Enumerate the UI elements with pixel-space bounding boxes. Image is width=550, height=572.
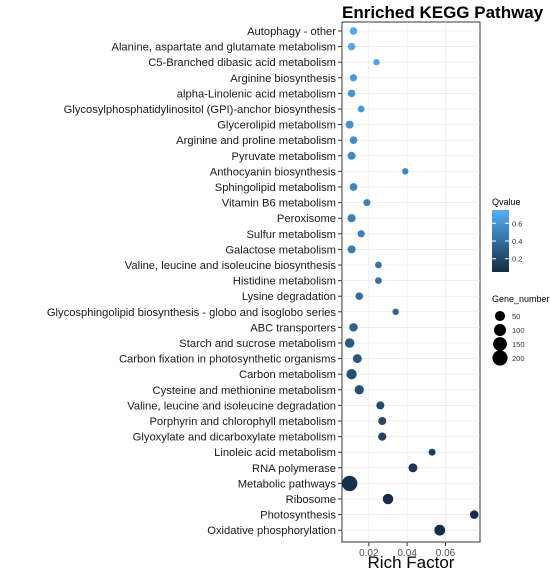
- pathway-point: [392, 308, 399, 316]
- y-axis-labels: Autophagy - other Alanine, aspartate and …: [47, 26, 337, 537]
- pathway-point: [357, 105, 365, 113]
- pathway-point: [349, 323, 358, 332]
- pathway-label: Arginine biosynthesis: [230, 73, 336, 85]
- pathway-label: Anthocyanin biosynthesis: [210, 166, 337, 178]
- qvalue-tick-label: 0.6: [512, 219, 522, 228]
- gene-number-keys: 50 100 150 200: [492, 310, 525, 366]
- pathway-point: [345, 120, 354, 129]
- x-tick-label: 0.02: [359, 548, 379, 559]
- gene-number-legend-title: Gene_number: [492, 294, 550, 304]
- x-axis-ticks: 0.02 0.04 0.06: [359, 542, 456, 559]
- pathway-label: Photosynthesis: [260, 510, 336, 522]
- pathway-point: [428, 448, 436, 456]
- pathway-point: [349, 136, 358, 145]
- gene-number-key-dot: [493, 323, 507, 337]
- chart-title: Enriched KEGG Pathway: [342, 3, 544, 22]
- pathway-label: Linoleic acid metabolism: [214, 447, 336, 459]
- pathway-label: Metabolic pathways: [238, 478, 337, 490]
- x-tick-label: 0.04: [397, 548, 417, 559]
- pathway-point: [378, 432, 387, 441]
- pathway-point: [347, 214, 356, 223]
- gene-number-key-label: 200: [512, 354, 525, 363]
- x-tick-label: 0.06: [436, 548, 456, 559]
- gene-number-key-label: 100: [512, 326, 525, 335]
- pathway-label: Carbon metabolism: [239, 369, 336, 381]
- qvalue-tick-label: 0.2: [512, 255, 522, 264]
- gene-number-legend: Gene_number 50 100 150 200: [492, 294, 550, 366]
- qvalue-legend: Qvalue 0.2 0.4 0.6: [492, 197, 522, 272]
- pathway-point: [352, 354, 362, 364]
- pathway-point: [434, 524, 446, 536]
- pathway-label: Peroxisome: [277, 213, 336, 225]
- pathway-point: [375, 261, 382, 269]
- gene-number-key-dot: [494, 310, 506, 322]
- pathway-label: Ribosome: [286, 494, 336, 506]
- pathway-point: [382, 493, 394, 505]
- pathway-point: [408, 463, 418, 473]
- pathway-label: Oxidative phosphorylation: [207, 525, 336, 537]
- pathway-label: Porphyrin and chlorophyll metabolism: [149, 416, 336, 428]
- qvalue-legend-title: Qvalue: [492, 197, 521, 207]
- pathway-point: [347, 151, 356, 160]
- pathway-label: Valine, leucine and isoleucine degradati…: [127, 400, 336, 412]
- pathway-point: [349, 183, 358, 191]
- pathway-label: Carbon fixation in photosynthetic organi…: [119, 354, 336, 366]
- pathway-point: [378, 416, 387, 426]
- gene-number-key-label: 150: [512, 340, 525, 349]
- pathway-label: Autophagy - other: [247, 26, 336, 38]
- gene-number-key-dot: [493, 337, 507, 351]
- pathway-label: Cysteine and methionine metabolism: [153, 385, 336, 397]
- pathway-label: Pyruvate metabolism: [232, 151, 336, 163]
- pathway-label: C5-Branched dibasic acid metabolism: [148, 57, 336, 69]
- pathway-point: [469, 510, 479, 519]
- pathway-label: Galactose metabolism: [225, 244, 336, 256]
- pathway-point: [376, 401, 385, 410]
- pathway-point: [347, 245, 356, 254]
- grid-lines: [342, 22, 480, 542]
- pathway-label: Arginine and proline metabolism: [176, 135, 336, 147]
- pathway-point: [373, 58, 380, 66]
- pathway-label: Sulfur metabolism: [246, 229, 336, 241]
- qvalue-tick-label: 0.4: [512, 237, 522, 246]
- x-axis-title: Rich Factor: [368, 553, 455, 572]
- pathway-point: [375, 277, 382, 284]
- pathway-label: Lysine degradation: [242, 291, 336, 303]
- pathway-label: Valine, leucine and isoleucine biosynthe…: [125, 260, 337, 272]
- pathway-label: Glycosylphosphatidylinositol (GPI)-ancho…: [64, 104, 337, 116]
- pathway-label: Histidine metabolism: [233, 276, 336, 288]
- pathway-point: [354, 385, 364, 395]
- qvalue-colorbar: [492, 210, 509, 272]
- pathway-label: Glycosphingolipid biosynthesis - globo a…: [47, 307, 337, 319]
- pathway-point: [402, 168, 409, 175]
- pathway-point: [346, 369, 357, 380]
- y-axis-ticks: [338, 30, 342, 531]
- gene-number-key-label: 50: [512, 312, 520, 321]
- pathway-point: [363, 199, 371, 207]
- pathway-label: ABC transporters: [250, 322, 336, 334]
- gene-number-key-dot: [492, 350, 508, 366]
- plot-panel: [341, 21, 481, 543]
- pathway-label: Starch and sucrose metabolism: [179, 338, 336, 350]
- pathway-point: [355, 292, 364, 301]
- pathway-point: [347, 42, 356, 51]
- pathway-point: [344, 338, 355, 348]
- pathway-label: Alanine, aspartate and glutamate metabol…: [111, 42, 336, 54]
- pathway-label: Glycerolipid metabolism: [217, 120, 336, 132]
- pathway-point: [349, 74, 358, 82]
- data-points: [341, 27, 479, 536]
- pathway-point: [349, 27, 358, 35]
- pathway-label: Sphingolipid metabolism: [215, 182, 336, 194]
- pathway-label: RNA polymerase: [252, 463, 336, 475]
- pathway-point: [347, 89, 356, 98]
- pathway-label: Vitamin B6 metabolism: [222, 198, 336, 210]
- qvalue-ticks: 0.2 0.4 0.6: [492, 219, 522, 264]
- pathway-label: alpha-Linolenic acid metabolism: [177, 88, 336, 100]
- pathway-label: Glyoxylate and dicarboxylate metabolism: [133, 432, 336, 444]
- pathway-point: [357, 230, 365, 238]
- pathway-point: [341, 475, 358, 492]
